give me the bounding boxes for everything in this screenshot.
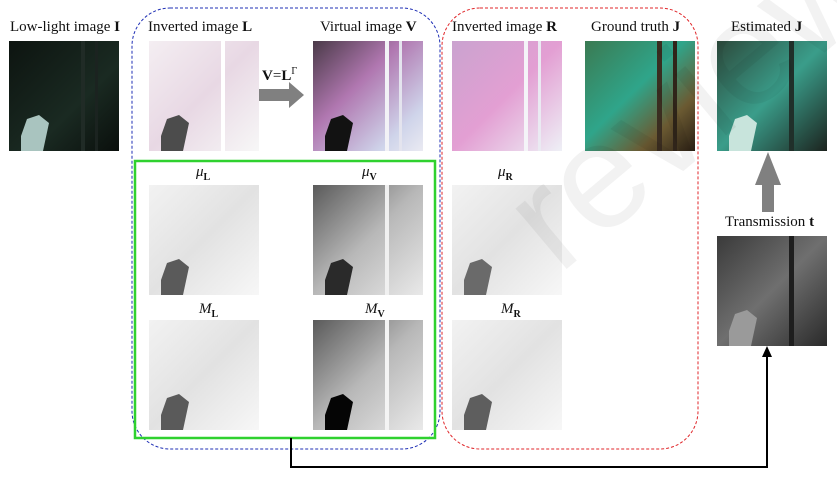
label-inverted-L: Inverted image L	[148, 19, 252, 36]
M-V-map	[313, 320, 423, 430]
label-text: Inverted image	[452, 19, 547, 35]
ground-truth-image	[585, 41, 695, 151]
label-symbol: J	[794, 19, 803, 35]
map-symbol: μ	[196, 164, 204, 180]
transmission-to-estimated-arrow	[755, 152, 781, 212]
equation-equals: =	[272, 68, 282, 84]
label-mu-R: μR	[498, 164, 513, 183]
label-text: Virtual image	[320, 19, 406, 35]
label-symbol: I	[114, 19, 120, 35]
M-R-map	[452, 320, 562, 430]
label-M-L: ML	[199, 301, 218, 320]
label-mu-V: μV	[362, 164, 377, 183]
map-symbol: M	[365, 301, 378, 317]
map-subscript: V	[377, 309, 385, 320]
red-dashed-group	[441, 7, 699, 450]
flow-connector-arrowhead	[762, 346, 772, 357]
label-ground-truth: Ground truth J	[591, 19, 680, 36]
map-symbol: μ	[362, 164, 370, 180]
low-light-image	[9, 41, 119, 151]
map-subscript: R	[505, 172, 513, 183]
label-mu-L: μL	[196, 164, 210, 183]
map-symbol: μ	[498, 164, 506, 180]
label-symbol: R	[546, 19, 557, 35]
label-estimated: Estimated J	[731, 19, 802, 36]
equation-arrow	[259, 82, 304, 108]
M-L-map	[149, 320, 259, 430]
virtual-image-V	[313, 41, 423, 151]
label-M-R: MR	[501, 301, 521, 320]
equation-exponent: Γ	[291, 66, 298, 77]
blue-dashed-group	[131, 7, 441, 450]
label-symbol: L	[242, 19, 253, 35]
label-low-light: Low-light image I	[10, 19, 120, 36]
mu-R-map	[452, 185, 562, 295]
label-M-V: MV	[365, 301, 385, 320]
label-text: Ground truth	[591, 19, 673, 35]
transmission-map	[717, 236, 827, 346]
label-symbol: t	[809, 214, 815, 230]
label-text: Transmission	[725, 214, 810, 230]
label-text: Inverted image	[148, 19, 243, 35]
label-text: Low-light image	[10, 19, 115, 35]
label-symbol: V	[405, 19, 417, 35]
label-virtual-V: Virtual image V	[320, 19, 417, 36]
map-subscript: L	[203, 172, 211, 183]
label-inverted-R: Inverted image R	[452, 19, 557, 36]
mu-V-map	[313, 185, 423, 295]
label-text: Estimated	[731, 19, 795, 35]
map-subscript: V	[369, 172, 377, 183]
map-subscript: L	[211, 309, 219, 320]
inverted-image-R	[452, 41, 562, 151]
map-subscript: R	[513, 309, 521, 320]
map-symbol: M	[199, 301, 212, 317]
label-symbol: J	[672, 19, 681, 35]
mu-L-map	[149, 185, 259, 295]
green-map-group	[133, 159, 437, 440]
equation-label: V=LΓ	[262, 66, 297, 85]
flow-connector-line	[290, 355, 768, 468]
equation-base: L	[281, 68, 292, 84]
inverted-image-L	[149, 41, 259, 151]
label-transmission: Transmission t	[725, 214, 814, 231]
map-symbol: M	[501, 301, 514, 317]
estimated-J-image	[717, 41, 827, 151]
equation-lhs: V	[262, 68, 273, 84]
